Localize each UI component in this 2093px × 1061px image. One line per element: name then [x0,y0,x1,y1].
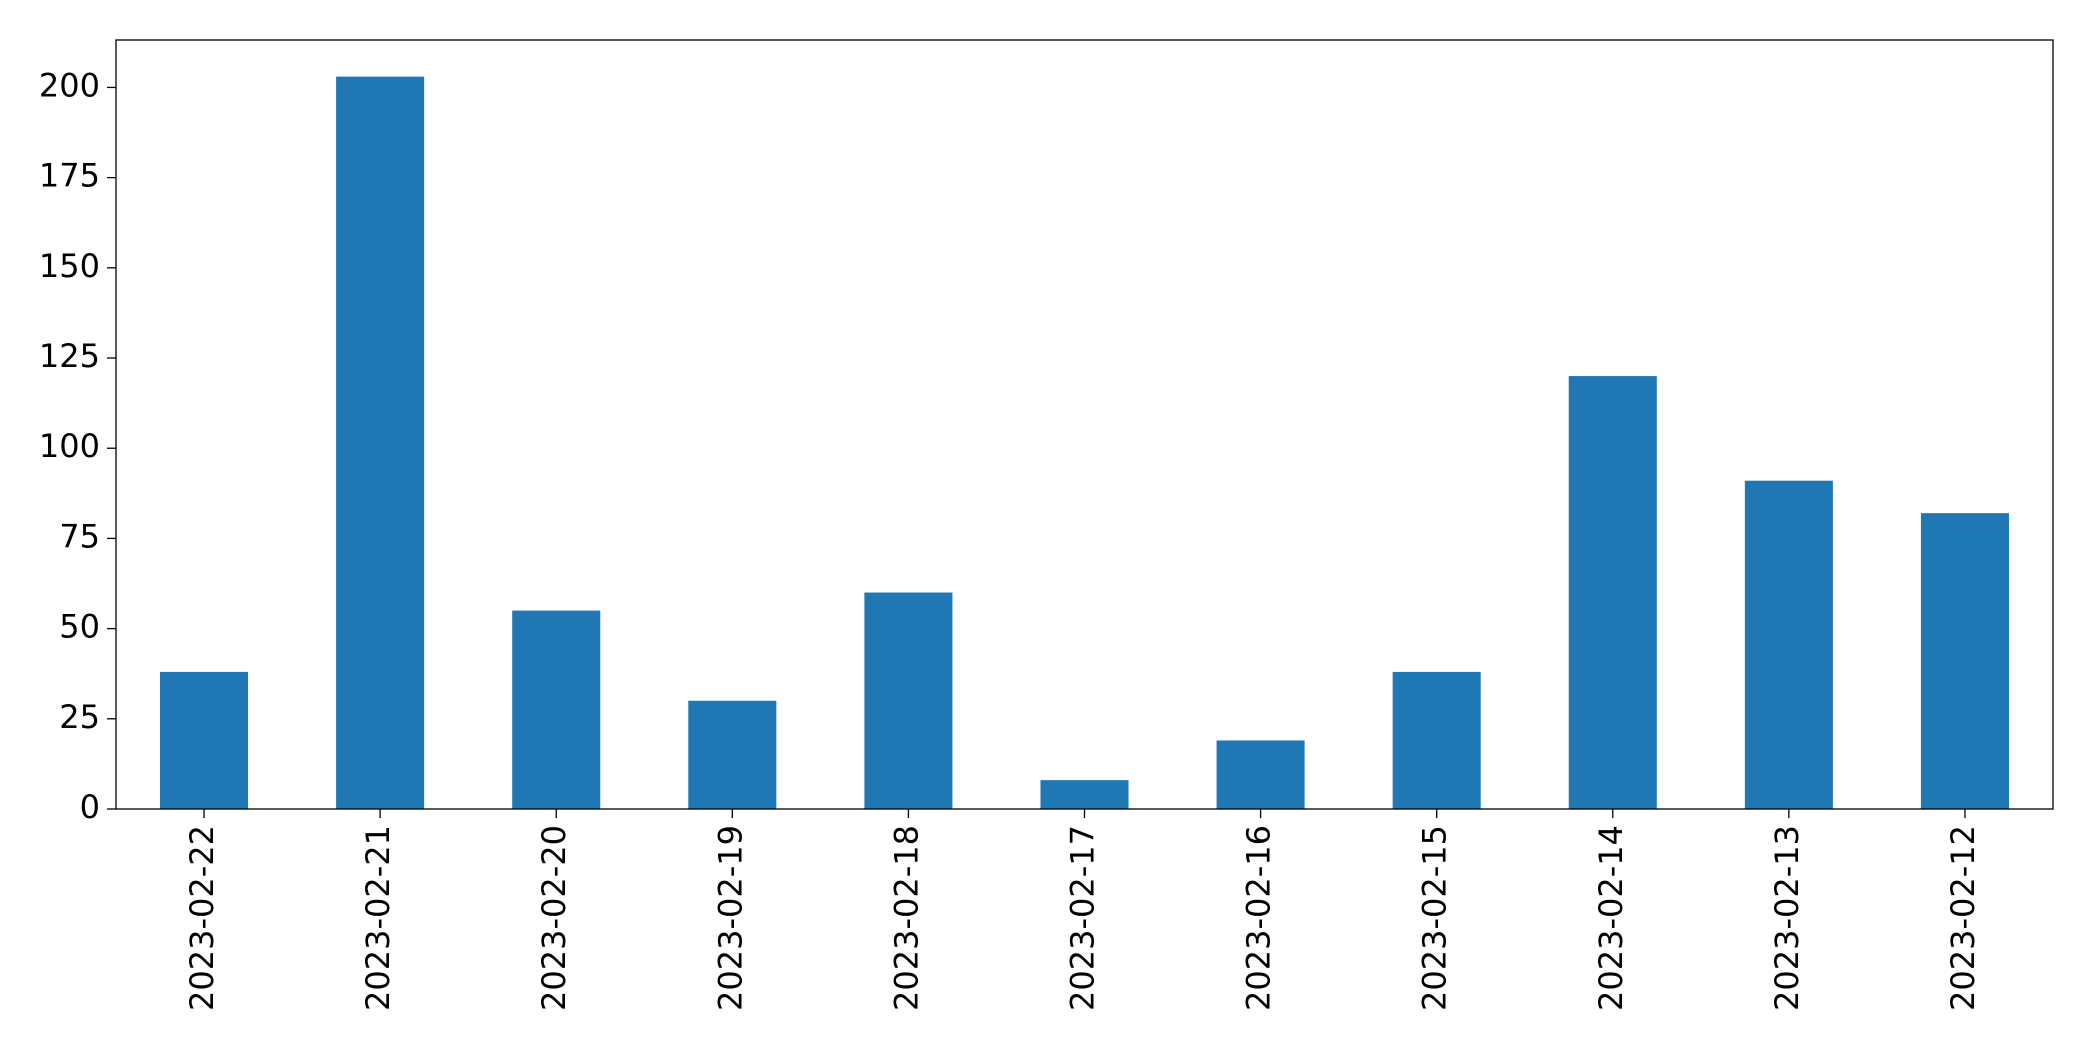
y-tick-label: 75 [59,517,100,555]
y-tick-label: 200 [39,66,100,104]
y-tick-label: 0 [80,788,100,826]
bar [1216,740,1305,809]
bar [1568,376,1657,809]
x-tick-label: 2023-02-22 [183,825,221,1011]
bar [688,700,777,809]
x-tick-label: 2023-02-12 [1944,825,1982,1011]
y-tick-label: 125 [39,337,100,375]
y-tick-label: 100 [39,427,100,465]
bar [864,592,953,809]
y-tick-label: 25 [59,698,100,736]
x-tick-label: 2023-02-21 [359,825,397,1011]
x-tick-label: 2023-02-13 [1768,825,1806,1011]
bar [1040,780,1129,809]
y-tick-label: 150 [39,247,100,285]
x-tick-label: 2023-02-16 [1240,825,1278,1011]
plot-frame [115,39,2054,810]
x-tick-label: 2023-02-17 [1064,825,1102,1011]
x-tick-label: 2023-02-20 [535,825,573,1011]
bar [1920,513,2009,809]
bar [160,671,249,809]
bar [1392,671,1481,809]
x-tick-label: 2023-02-15 [1416,825,1454,1011]
x-tick-label: 2023-02-19 [711,825,749,1011]
bar [1744,480,1833,809]
x-tick-label: 2023-02-18 [887,825,925,1011]
y-tick-label: 175 [39,157,100,195]
x-tick-label: 2023-02-14 [1592,825,1630,1011]
y-tick-label: 50 [59,608,100,646]
bar [336,76,425,810]
bar [512,610,601,809]
